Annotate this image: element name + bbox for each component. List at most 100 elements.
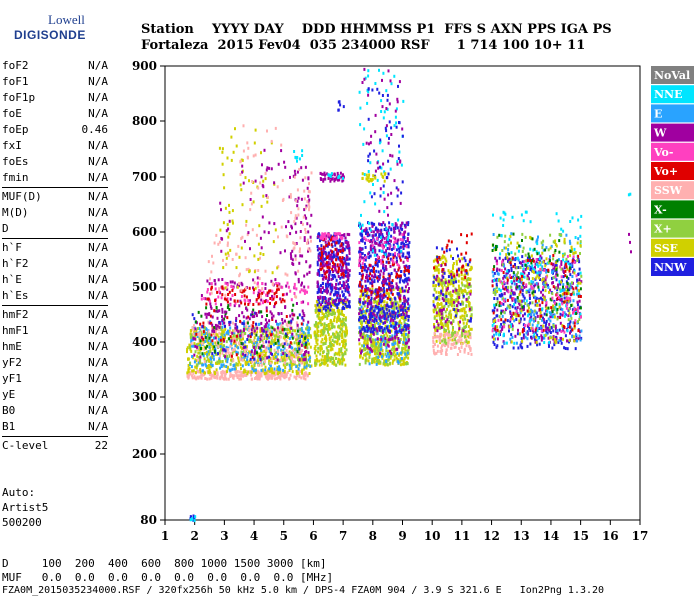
echo-point: [378, 249, 381, 253]
echo-point: [363, 236, 366, 240]
echo-point: [235, 350, 238, 354]
echo-point: [374, 113, 377, 117]
echo-point: [275, 376, 278, 380]
echo-point: [403, 280, 406, 284]
echo-point: [305, 364, 308, 368]
echo-point: [289, 367, 292, 370]
echo-point: [313, 331, 316, 335]
echo-point: [226, 365, 229, 369]
echo-point: [364, 76, 367, 80]
echo-point: [260, 294, 262, 298]
echo-point: [447, 285, 450, 288]
param-value: N/A: [88, 107, 108, 120]
echo-point: [269, 310, 272, 314]
echo-point: [296, 373, 299, 377]
echo-point: [323, 358, 326, 362]
echo-point: [325, 299, 328, 303]
echo-point: [371, 240, 374, 244]
echo-point: [295, 371, 298, 375]
echo-point: [384, 266, 387, 270]
echo-point: [291, 336, 294, 340]
echo-point: [264, 346, 267, 350]
echo-point: [403, 269, 406, 273]
echo-point: [241, 311, 244, 315]
echo-point: [399, 278, 402, 281]
echo-point: [375, 355, 378, 359]
echo-point: [270, 325, 273, 329]
echo-point: [292, 303, 295, 307]
echo-point: [296, 329, 299, 333]
echo-point: [304, 377, 307, 381]
echo-point: [240, 301, 243, 305]
echo-point: [365, 357, 368, 361]
echo-point: [316, 285, 319, 288]
echo-point: [225, 229, 228, 233]
echo-point: [316, 303, 319, 307]
echo-point: [260, 246, 263, 250]
echo-point: [375, 319, 378, 322]
echo-point: [344, 296, 347, 300]
echo-point: [377, 270, 380, 274]
echo-point: [257, 291, 260, 295]
echo-point: [306, 325, 309, 329]
echo-point: [233, 299, 236, 303]
echo-point: [287, 351, 290, 355]
echo-point: [233, 329, 236, 333]
echo-point: [220, 327, 223, 331]
echo-point: [358, 362, 361, 366]
echo-point: [336, 309, 339, 313]
echo-point: [407, 297, 410, 301]
echo-point: [387, 253, 390, 257]
echo-point: [277, 375, 280, 379]
echo-point: [225, 256, 228, 260]
echo-point: [254, 349, 256, 353]
echo-point: [276, 326, 279, 330]
echo-point: [249, 198, 252, 201]
echo-point: [397, 309, 400, 313]
echo-point: [382, 235, 384, 239]
echo-point: [325, 275, 328, 279]
echo-point: [362, 316, 365, 320]
echo-point: [363, 294, 366, 298]
echo-point: [225, 365, 228, 368]
echo-point: [393, 358, 396, 362]
echo-point: [337, 108, 340, 112]
echo-point: [378, 302, 381, 306]
echo-point: [246, 141, 249, 145]
echo-point: [318, 316, 321, 320]
echo-point: [210, 291, 213, 295]
echo-point: [367, 267, 369, 271]
echo-point: [244, 349, 246, 353]
echo-point: [301, 149, 304, 153]
echo-point: [297, 207, 300, 211]
echo-point: [230, 285, 233, 288]
echo-point: [384, 281, 387, 285]
echo-point: [398, 324, 400, 328]
echo-point: [339, 171, 342, 175]
echo-point: [341, 307, 344, 311]
echo-point: [364, 254, 366, 257]
echo-point: [369, 178, 372, 181]
echo-point: [397, 218, 400, 222]
echo-point: [394, 300, 397, 304]
echo-point: [338, 301, 341, 305]
echo-point: [329, 292, 332, 296]
param-label: yF2: [2, 356, 22, 369]
echo-point: [303, 362, 306, 366]
echo-point: [371, 343, 374, 347]
echo-point: [267, 325, 270, 329]
echo-point: [253, 357, 256, 361]
echo-point: [340, 319, 343, 323]
echo-point: [381, 238, 384, 242]
echo-point: [408, 278, 411, 282]
echo-point: [345, 258, 348, 262]
echo-point: [319, 258, 322, 262]
echo-point: [289, 289, 292, 293]
echo-point: [393, 74, 396, 78]
echo-point: [260, 350, 263, 354]
echo-point: [397, 274, 400, 278]
echo-point: [234, 338, 236, 341]
echo-point: [226, 300, 229, 304]
echo-point: [192, 369, 195, 373]
echo-point: [289, 341, 292, 345]
